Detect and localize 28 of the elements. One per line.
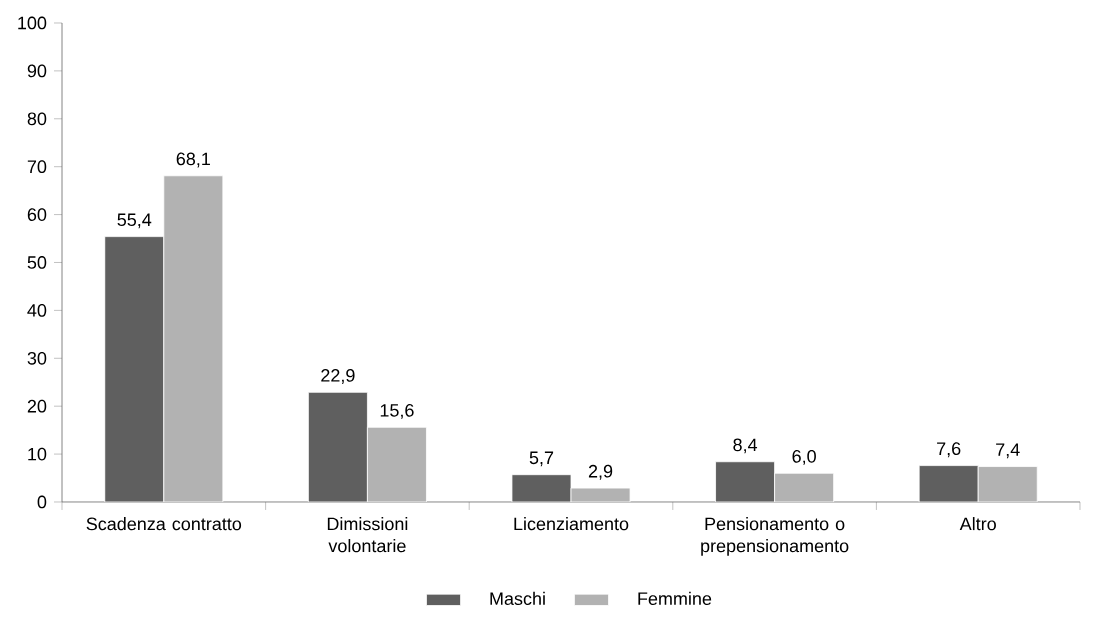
data-label: 7,4 [996, 443, 1020, 459]
data-label: 6,0 [792, 449, 816, 465]
y-tick-label: 20 [27, 399, 47, 413]
y-tick-label: 40 [27, 304, 47, 317]
y-tick-label: 0 [37, 495, 47, 509]
y-tick-label: 30 [27, 351, 47, 365]
x-tick-label: Altro [959, 517, 996, 531]
y-tick-label: 50 [27, 256, 47, 269]
legend-label: Maschi [490, 591, 545, 606]
data-label: 68,1 [176, 152, 210, 168]
x-tick-label: Scadenza contratto [86, 517, 242, 531]
data-label: 55,4 [117, 213, 152, 229]
y-tick-label: 70 [27, 160, 47, 174]
y-tick-label: 100 [18, 16, 47, 30]
x-tick-label: Dimissioni volontarie [327, 517, 408, 553]
y-tick-label: 90 [27, 64, 47, 78]
data-label: 8,4 [733, 438, 758, 454]
data-label: 22,9 [321, 369, 355, 384]
data-label: 15,6 [380, 403, 414, 419]
y-tick-label: 60 [27, 208, 47, 221]
x-tick-label: Pensionamento o prepensionamento [701, 517, 849, 556]
data-label: 5,7 [529, 451, 554, 467]
legend-label: Femmine [638, 591, 712, 606]
y-tick-label: 80 [27, 112, 47, 126]
data-label: 2,9 [588, 464, 613, 480]
x-tick-label: Licenziamento [514, 517, 629, 531]
data-label: 7,6 [937, 442, 961, 458]
y-tick-label: 10 [28, 447, 47, 461]
